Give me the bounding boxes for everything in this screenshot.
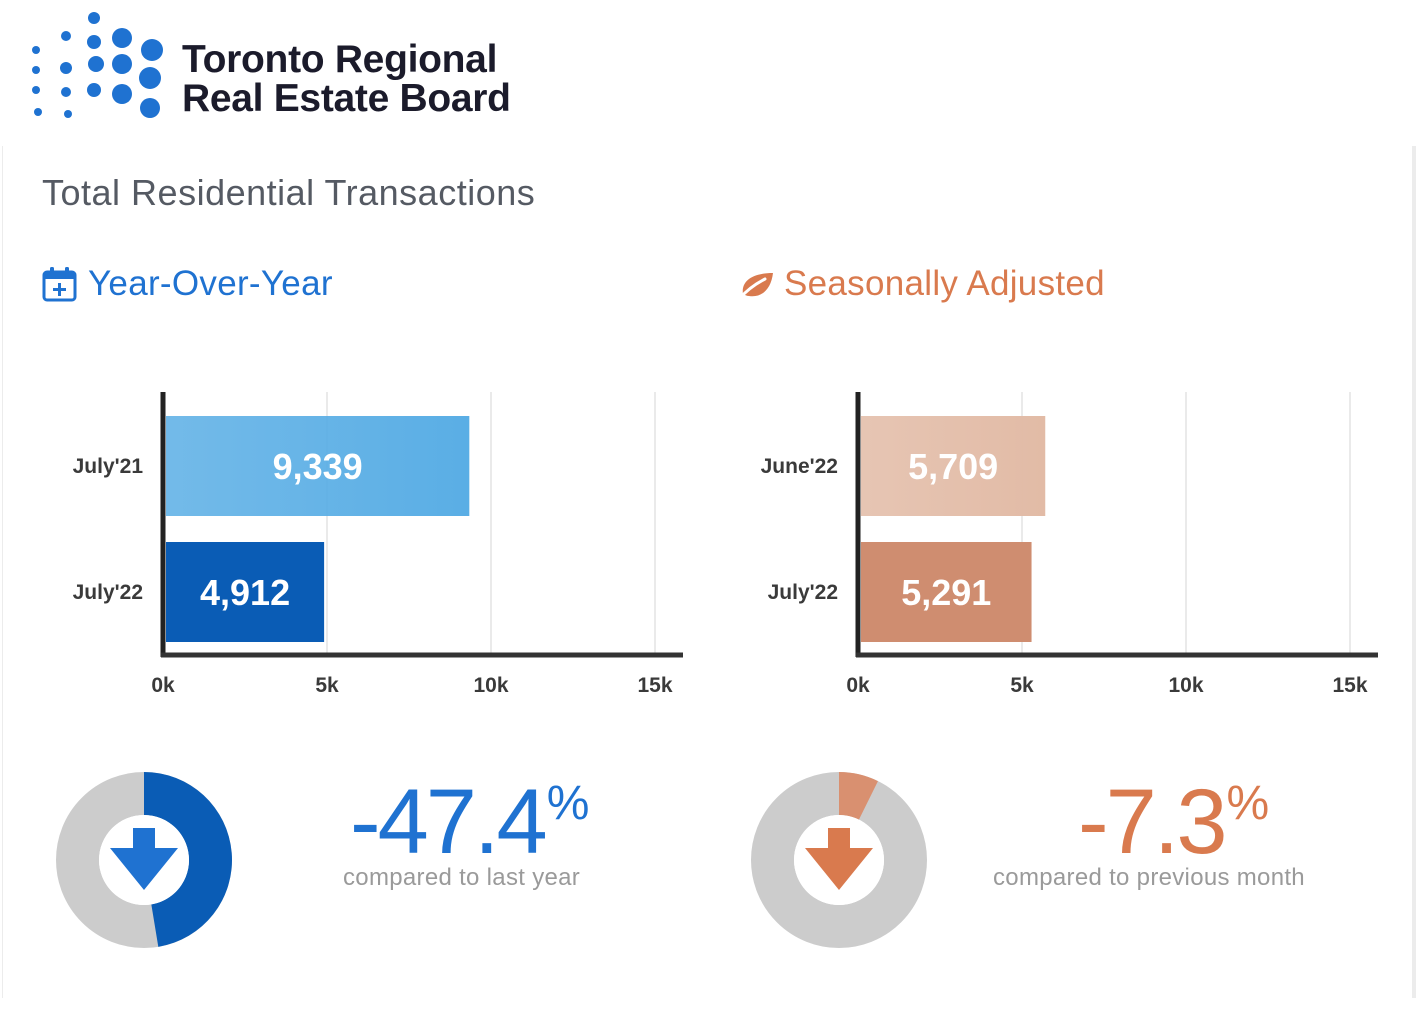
seasonal-change-percent: -7.3% <box>1078 776 1269 868</box>
logo-dot <box>112 54 132 74</box>
logo-dot <box>141 39 163 61</box>
logo-dot <box>32 46 40 54</box>
bar-value-label: 4,912 <box>200 572 290 613</box>
seasonally-adjusted-bar-chart: 5,709 June'22 5,291 July'22 0k 5k 10k 15k <box>761 392 1378 697</box>
category-label: July'22 <box>768 581 838 604</box>
bar <box>166 416 470 516</box>
x-tick-label: 15k <box>637 674 672 697</box>
yoy-bar-chart: 9,339 July'21 4,912 July'22 0k 5k 10k 15k <box>73 392 683 697</box>
category-label: July'22 <box>73 581 143 604</box>
logo-dot <box>87 35 101 49</box>
logo-dot <box>87 83 101 97</box>
calendar-plus-icon <box>42 267 77 302</box>
seasonal-change-unit: % <box>1226 777 1270 830</box>
donut-segment <box>839 772 878 820</box>
x-tick-label: 10k <box>1168 674 1203 697</box>
section-title-year-over-year: Year-Over-Year <box>88 264 333 303</box>
x-tick-label: 5k <box>1010 674 1034 697</box>
brand-line-2: Real Estate Board <box>182 77 511 120</box>
bar-value-label: 5,709 <box>908 446 998 487</box>
logo-dot <box>88 56 104 72</box>
seasonal-change-caption: compared to previous month <box>993 864 1305 891</box>
footer-spacer <box>0 998 1421 1028</box>
logo-dot <box>61 87 71 97</box>
header: Toronto Regional Real Estate Board <box>0 0 1421 146</box>
logo-dot <box>112 84 132 104</box>
donut-segment <box>144 772 233 947</box>
logo-dot <box>32 86 40 94</box>
seasonal-change-value: -7.3 <box>1078 771 1228 873</box>
brand-name: Toronto Regional Real Estate Board <box>182 40 511 118</box>
bar <box>166 542 325 642</box>
logo-dot <box>139 67 161 89</box>
arrow-down-icon <box>110 828 178 890</box>
logo-dot <box>34 108 42 116</box>
bar-value-label: 5,291 <box>901 572 991 613</box>
yoy-change-value: -47.4 <box>350 771 548 873</box>
logo-dot <box>112 28 132 48</box>
yoy-change-percent: -47.4% <box>350 776 589 868</box>
section-title-seasonally-adjusted: Seasonally Adjusted <box>784 264 1105 303</box>
bar <box>861 542 1032 642</box>
logo-dot <box>140 98 160 118</box>
x-tick-label: 0k <box>846 674 870 697</box>
card-title: Total Residential Transactions <box>42 172 536 213</box>
logo-dot <box>88 12 100 24</box>
category-label: July'21 <box>73 455 144 478</box>
x-tick-label: 15k <box>1332 674 1367 697</box>
trreb-logo-icon <box>32 12 163 118</box>
brand-line-1: Toronto Regional <box>182 38 498 81</box>
leaf-icon <box>737 273 773 300</box>
logo-dot <box>64 110 72 118</box>
bar-value-label: 9,339 <box>273 446 363 487</box>
yoy-change-donut <box>56 772 233 948</box>
yoy-change-unit: % <box>546 777 590 830</box>
x-tick-label: 5k <box>315 674 339 697</box>
logo-dot <box>60 62 72 74</box>
yoy-change-caption: compared to last year <box>343 864 581 891</box>
arrow-down-icon <box>805 828 873 890</box>
bar <box>861 416 1046 516</box>
logo-dot <box>32 66 40 74</box>
x-tick-label: 0k <box>151 674 175 697</box>
logo-dot <box>61 31 71 41</box>
x-tick-label: 10k <box>473 674 508 697</box>
category-label: June'22 <box>761 455 838 478</box>
seasonal-change-donut <box>751 772 927 948</box>
